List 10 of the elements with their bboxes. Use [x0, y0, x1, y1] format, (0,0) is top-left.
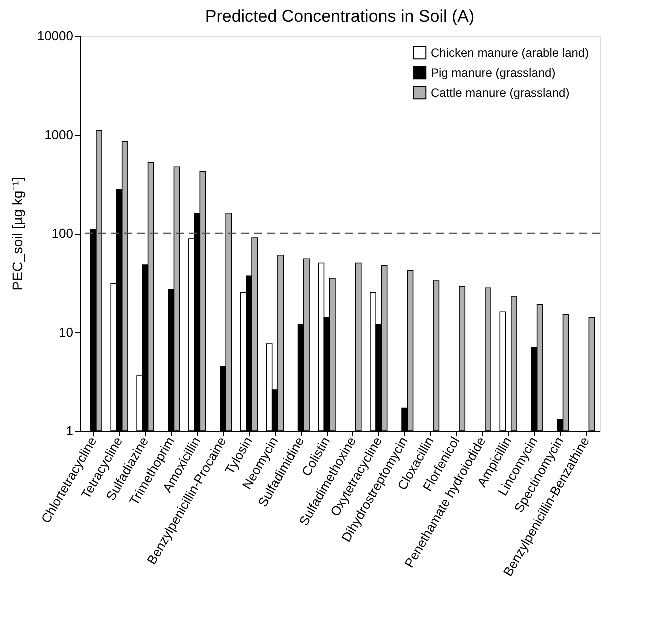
chart-title: Predicted Concentrations in Soil (A) [205, 7, 475, 26]
legend-label: Cattle manure (grassland) [431, 86, 570, 100]
y-tick-label: 1 [66, 424, 74, 438]
legend-label: Pig manure (grassland) [431, 66, 556, 80]
y-axis-title: PEC_soil [µg kg⁻¹] [9, 177, 26, 291]
y-tick-label: 100 [52, 226, 74, 241]
y-tick-label: 10000 [37, 28, 74, 44]
y-tick-label: 1000 [44, 127, 74, 142]
y-tick-label: 10 [59, 324, 74, 340]
legend-label: Chicken manure (arable land) [431, 46, 590, 60]
